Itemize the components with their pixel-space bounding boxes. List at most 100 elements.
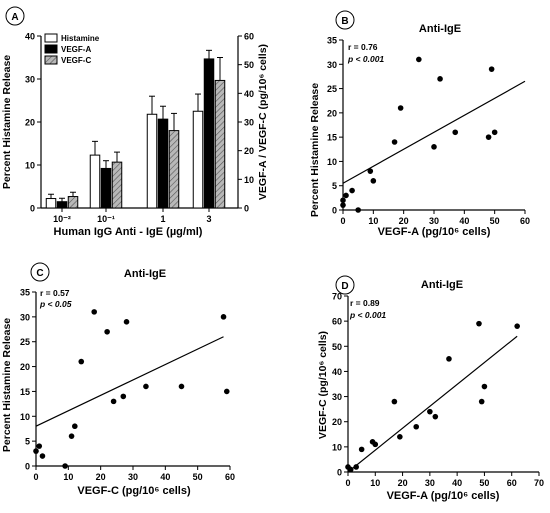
data-point <box>178 383 185 390</box>
y-tick-label: 35 <box>327 36 337 46</box>
data-point <box>358 446 365 453</box>
y-tick-label: 0 <box>337 468 342 478</box>
data-point <box>104 328 110 335</box>
panel-b-points <box>340 56 526 213</box>
panel-d-r-value: r = 0.89 <box>350 298 380 308</box>
panel-b-title: Anti-IgE <box>419 23 461 35</box>
data-point <box>478 398 485 405</box>
data-point <box>367 168 374 174</box>
regression-line <box>35 336 224 427</box>
y-tick-label-left: 20 <box>25 118 35 128</box>
panel-c: C Anti-IgE r = 0.57 p < 0.05 0 10 20 30 40 50… <box>1 262 235 497</box>
y-tick-label: 35 <box>20 288 30 298</box>
legend-label-vegf-c: VEGF-C <box>61 56 91 65</box>
y-tick-label: 70 <box>332 292 342 302</box>
data-point <box>220 314 227 320</box>
data-point <box>514 323 520 329</box>
x-tick-label: 50 <box>479 478 489 488</box>
data-point <box>340 202 346 208</box>
x-tick-label: 60 <box>507 478 517 488</box>
x-tick-label: 10⁻² <box>53 214 71 224</box>
panel-c-label-circle <box>30 262 50 282</box>
panel-a: A 0 10 20 30 40 0 10 20 30 40 50 60 10⁻² 10⁻¹ 1 3 Per… <box>1 6 269 238</box>
regression-line <box>347 335 518 473</box>
data-point <box>353 464 359 470</box>
data-point <box>39 453 46 459</box>
panel-c-points <box>33 309 230 469</box>
bar-histamine <box>45 198 57 209</box>
panel-a-label: A <box>11 12 18 23</box>
bar-vegf-a <box>56 201 68 209</box>
bar-vegf-c <box>214 79 226 209</box>
y-tick-label-left: 10 <box>25 161 35 171</box>
legend-label-histamine: Histamine <box>61 34 100 43</box>
y-tick-label: 40 <box>332 367 342 377</box>
data-point <box>397 105 404 111</box>
x-tick-label: 40 <box>160 472 170 482</box>
panel-c-ticks: 0 10 20 30 40 50 60 0 5 10 15 20 25 30 35 <box>20 288 235 483</box>
data-point <box>397 434 403 440</box>
y-tick-label: 30 <box>332 392 342 402</box>
data-point <box>446 356 452 362</box>
panel-c-p-value: p < 0.05 <box>39 299 72 309</box>
y-tick-label-right: 20 <box>244 146 254 156</box>
panel-b-x-axis-title: VEGF-A (pg/10⁶ cells) <box>378 226 491 238</box>
legend-swatch-histamine <box>44 33 58 43</box>
y-tick-label: 30 <box>20 312 30 322</box>
x-tick-label: 30 <box>425 478 435 488</box>
bar-histamine <box>192 110 204 209</box>
data-point <box>427 408 433 415</box>
y-tick-label-left: 30 <box>25 75 35 85</box>
data-point <box>413 423 420 430</box>
bar-vegf-a <box>203 58 215 209</box>
data-point <box>347 466 354 473</box>
data-point <box>476 320 482 327</box>
x-tick-label: 30 <box>429 216 439 226</box>
data-point <box>110 398 117 405</box>
panel-a-category-labels: 10⁻² 10⁻¹ 1 3 <box>53 208 212 224</box>
legend-swatch-vegf-a <box>44 44 58 54</box>
y-tick-label: 25 <box>20 337 30 347</box>
legend-label-vegf-a: VEGF-A <box>61 45 91 54</box>
y-tick-label: 20 <box>332 417 342 427</box>
panel-b-y-axis-title: Percent Histamine Release <box>309 83 321 217</box>
y-tick-label: 0 <box>25 462 30 472</box>
y-tick-label-right: 0 <box>244 204 249 214</box>
panel-b: B Anti-IgE r = 0.76 p < 0.001 0 10 20 30 40 5… <box>309 10 530 238</box>
data-point <box>391 398 398 405</box>
x-tick-label: 40 <box>459 216 469 226</box>
bar-vegf-c <box>67 196 79 209</box>
panel-d: D Anti-IgE r = 0.89 p < 0.001 0 10 20 30 40 5… <box>317 275 544 502</box>
y-tick-label: 10 <box>327 157 337 167</box>
panel-d-label-circle <box>335 275 355 295</box>
panel-d-points <box>345 320 520 473</box>
data-point <box>349 187 355 194</box>
x-tick-label: 10⁻¹ <box>97 214 115 224</box>
x-tick-label: 60 <box>520 216 530 226</box>
panel-b-label-circle <box>335 10 355 30</box>
data-point <box>431 144 437 150</box>
y-tick-label-left: 0 <box>30 204 35 214</box>
regression-line <box>342 80 526 184</box>
data-point <box>452 129 459 136</box>
y-tick-label-left: 40 <box>25 32 35 42</box>
bar-histamine <box>146 113 158 209</box>
x-tick-label: 20 <box>398 478 408 488</box>
x-tick-label: 3 <box>206 214 211 224</box>
y-tick-label: 0 <box>332 206 337 216</box>
panel-b-label: B <box>341 16 348 27</box>
panel-c-r-value: r = 0.57 <box>40 288 70 298</box>
x-tick-label: 20 <box>96 472 106 482</box>
data-point <box>391 139 398 145</box>
x-tick-label: 10 <box>370 478 380 488</box>
data-point <box>143 383 149 390</box>
data-point <box>36 443 43 449</box>
bar-vegf-c <box>111 161 123 209</box>
x-tick-label: 50 <box>193 472 203 482</box>
y-tick-label: 5 <box>332 181 337 191</box>
x-tick-label: 10 <box>63 472 73 482</box>
panel-a-right-ticks: 0 10 20 30 40 50 60 <box>238 32 254 214</box>
data-point <box>72 423 78 430</box>
data-point <box>68 433 75 439</box>
data-point <box>372 441 379 448</box>
